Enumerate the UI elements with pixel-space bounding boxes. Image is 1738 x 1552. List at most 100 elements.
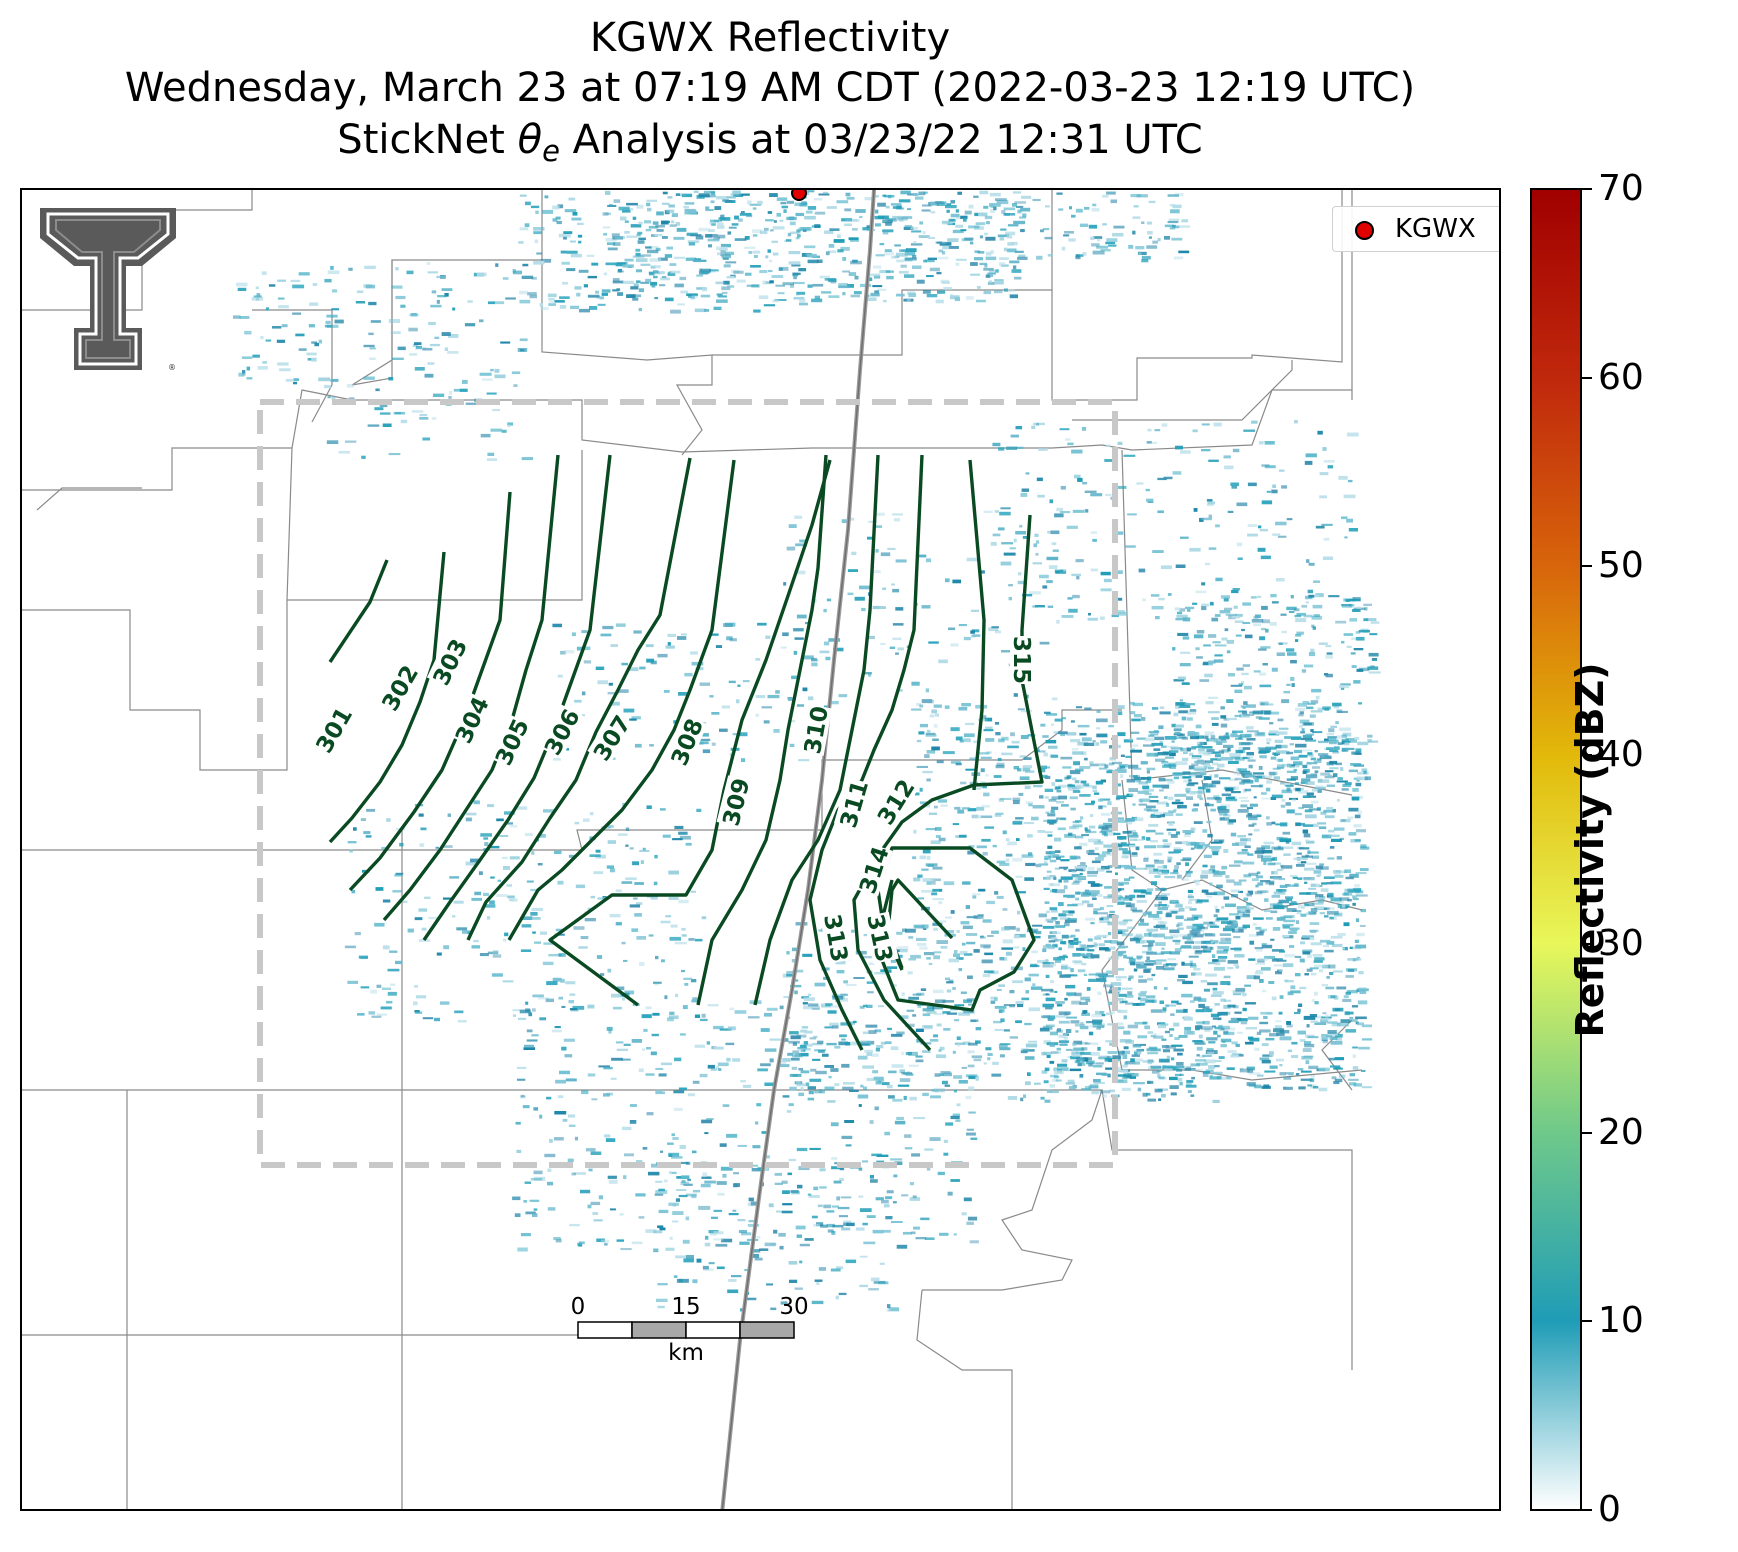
echo-pixel bbox=[1349, 1016, 1354, 1019]
echo-pixel bbox=[1168, 810, 1176, 813]
echo-pixel bbox=[1131, 852, 1138, 856]
echo-pixel bbox=[1075, 254, 1080, 258]
echo-pixel bbox=[997, 527, 1005, 531]
echo-pixel bbox=[1110, 982, 1122, 986]
echo-pixel bbox=[1146, 441, 1152, 444]
echo-pixel bbox=[955, 224, 964, 228]
echo-pixel bbox=[1257, 882, 1263, 886]
echo-pixel bbox=[523, 1047, 536, 1050]
echo-pixel bbox=[1311, 788, 1323, 792]
echo-pixel bbox=[447, 351, 459, 354]
echo-pixel bbox=[1129, 793, 1134, 796]
echo-pixel bbox=[721, 254, 732, 259]
echo-pixel bbox=[1043, 1040, 1051, 1044]
echo-pixel bbox=[948, 979, 954, 983]
echo-pixel bbox=[1256, 931, 1264, 936]
echo-pixel bbox=[940, 279, 950, 283]
echo-pixel bbox=[1295, 618, 1307, 623]
echo-pixel bbox=[1049, 1031, 1058, 1036]
echo-pixel bbox=[1161, 1045, 1170, 1049]
echo-pixel bbox=[1127, 1024, 1139, 1029]
echo-pixel bbox=[1270, 910, 1278, 914]
echo-pixel bbox=[1269, 622, 1277, 626]
map-panel[interactable]: 301 302 303 304 305 306 307 308 309 310 311 312 314 3… bbox=[20, 188, 1501, 1511]
echo-pixel bbox=[1177, 805, 1181, 809]
echo-pixel bbox=[904, 225, 912, 229]
echo-pixel bbox=[1352, 1066, 1359, 1070]
echo-pixel bbox=[1318, 1087, 1328, 1092]
echo-pixel bbox=[1152, 240, 1158, 244]
echo-pixel bbox=[1303, 833, 1311, 838]
echo-pixel bbox=[1276, 731, 1284, 735]
echo-pixel bbox=[741, 211, 745, 214]
echo-pixel bbox=[873, 265, 882, 269]
echo-pixel bbox=[955, 762, 962, 766]
echo-pixel bbox=[1099, 763, 1107, 767]
echo-pixel bbox=[1185, 1084, 1197, 1088]
echo-pixel bbox=[1259, 684, 1272, 688]
echo-pixel bbox=[1100, 733, 1107, 737]
echo-pixel bbox=[1242, 664, 1250, 667]
echo-pixel bbox=[392, 357, 404, 360]
echo-pixel bbox=[944, 1084, 950, 1087]
echo-pixel bbox=[1276, 917, 1286, 921]
echo-pixel bbox=[1210, 808, 1216, 812]
echo-pixel bbox=[1196, 926, 1202, 929]
echo-pixel bbox=[613, 199, 621, 203]
echo-pixel bbox=[1035, 540, 1040, 544]
echo-pixel bbox=[1036, 477, 1043, 482]
echo-pixel bbox=[993, 206, 997, 211]
echo-pixel bbox=[766, 1007, 778, 1011]
echo-pixel bbox=[793, 296, 805, 300]
echo-pixel bbox=[1130, 1058, 1135, 1063]
echo-pixel bbox=[1324, 755, 1330, 758]
echo-pixel bbox=[1090, 954, 1100, 959]
echo-pixel bbox=[895, 252, 908, 257]
echo-pixel bbox=[1215, 797, 1221, 800]
echo-pixel bbox=[1285, 840, 1290, 844]
echo-pixel bbox=[578, 269, 589, 273]
echo-pixel bbox=[946, 981, 954, 984]
echo-pixel bbox=[1037, 494, 1045, 498]
echo-pixel bbox=[1096, 710, 1101, 713]
echo-pixel bbox=[1189, 547, 1201, 552]
echo-pixel bbox=[617, 292, 624, 296]
echo-pixel bbox=[1216, 950, 1228, 954]
echo-pixel bbox=[1072, 1042, 1077, 1047]
echo-pixel bbox=[1151, 973, 1156, 977]
echo-pixel bbox=[1176, 611, 1183, 615]
echo-pixel bbox=[1351, 1005, 1359, 1008]
echo-pixel bbox=[609, 868, 616, 873]
echo-pixel bbox=[578, 240, 582, 244]
echo-pixel bbox=[1150, 1009, 1163, 1013]
echo-pixel bbox=[1117, 441, 1123, 445]
echo-pixel bbox=[392, 890, 402, 893]
echo-pixel bbox=[748, 251, 753, 254]
echo-pixel bbox=[664, 297, 674, 302]
echo-pixel bbox=[1137, 251, 1147, 255]
echo-pixel bbox=[562, 1118, 568, 1122]
echo-pixel bbox=[1274, 739, 1283, 743]
county-border bbox=[22, 759, 1022, 851]
echo-pixel bbox=[1056, 801, 1064, 804]
echo-pixel bbox=[1211, 780, 1221, 785]
echo-pixel bbox=[1167, 780, 1175, 784]
echo-pixel bbox=[633, 283, 639, 287]
echo-pixel bbox=[525, 1211, 536, 1215]
echo-pixel bbox=[995, 269, 999, 273]
echo-pixel bbox=[800, 227, 812, 231]
echo-pixel bbox=[1029, 591, 1041, 595]
echo-pixel bbox=[462, 930, 473, 934]
echo-pixel bbox=[604, 1243, 608, 1246]
echo-pixel bbox=[906, 1009, 915, 1012]
echo-pixel bbox=[696, 808, 702, 812]
echo-pixel bbox=[638, 1068, 644, 1073]
echo-pixel bbox=[1291, 764, 1296, 767]
echo-pixel bbox=[715, 281, 725, 285]
echo-pixel bbox=[555, 1238, 562, 1243]
echo-pixel bbox=[1343, 494, 1356, 499]
echo-pixel bbox=[943, 881, 955, 886]
echo-pixel bbox=[1087, 617, 1098, 621]
echo-pixel bbox=[987, 1057, 991, 1061]
echo-pixel bbox=[1311, 972, 1317, 976]
